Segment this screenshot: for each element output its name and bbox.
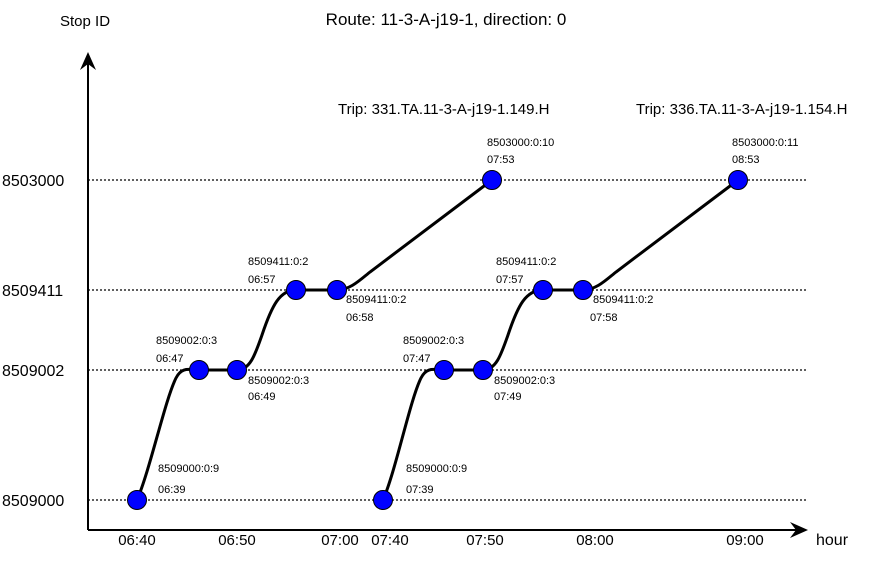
stop-event-node (127, 490, 147, 510)
event-id: 8509002:0:3 (494, 375, 555, 387)
stop-event-node (482, 170, 502, 190)
event-time: 06:58 (346, 312, 374, 324)
y-axis-arrow-icon (80, 52, 96, 70)
stop-event-node (227, 360, 247, 380)
stop-event-node (373, 490, 393, 510)
stop-label: 8509002 (2, 363, 64, 380)
time-tick-label: 07:00 (321, 532, 359, 549)
diagram-title: Route: 11-3-A-j19-1, direction: 0 (326, 10, 567, 29)
event-time: 06:49 (248, 391, 276, 403)
event-id: 8509002:0:3 (248, 375, 309, 387)
event-time: 06:57 (248, 274, 276, 286)
x-axis-label: hour (816, 532, 849, 549)
event-time: 07:58 (590, 312, 618, 324)
event-time: 06:47 (156, 353, 184, 365)
event-id: 8509000:0:9 (158, 463, 219, 475)
stop-event-node (533, 280, 553, 300)
event-id: 8509002:0:3 (403, 335, 464, 347)
time-tick-label: 06:40 (118, 532, 156, 549)
time-tick-label: 06:50 (218, 532, 256, 549)
trip-label: Trip: 336.TA.11-3-A-j19-1.154.H (636, 101, 847, 118)
stop-event-node (189, 360, 209, 380)
stop-event-node (286, 280, 306, 300)
stop-event-node (473, 360, 493, 380)
trip-2: Trip: 336.TA.11-3-A-j19-1.154.H 8509000:… (373, 101, 847, 510)
event-time: 07:49 (494, 391, 522, 403)
y-axis-label: Stop ID (60, 13, 110, 30)
stop-label: 8509411 (2, 283, 63, 300)
time-tick-label: 08:00 (576, 532, 614, 549)
stop-rows: 8503000 8509411 8509002 8509000 (2, 173, 806, 510)
event-time: 07:39 (406, 484, 434, 496)
axes: Stop ID hour (60, 13, 849, 549)
event-id: 8503000:0:10 (487, 137, 554, 149)
event-id: 8509000:0:9 (406, 463, 467, 475)
time-tick-label: 07:40 (371, 532, 409, 549)
event-time: 08:53 (732, 154, 760, 166)
time-tick-label: 09:00 (726, 532, 764, 549)
event-id: 8509002:0:3 (156, 335, 217, 347)
stop-event-node (327, 280, 347, 300)
event-id: 8503000:0:11 (732, 137, 798, 149)
trip-label: Trip: 331.TA.11-3-A-j19-1.149.H (338, 101, 549, 118)
x-axis-arrow-icon (790, 522, 808, 538)
time-tick-label: 07:50 (466, 532, 504, 549)
event-id: 8509411:0:2 (248, 256, 308, 268)
stop-label: 8503000 (2, 173, 64, 190)
event-id: 8509411:0:2 (496, 256, 556, 268)
stop-label: 8509000 (2, 493, 64, 510)
event-time: 07:57 (496, 274, 524, 286)
stop-event-node (434, 360, 454, 380)
stop-event-node (728, 170, 748, 190)
time-ticks: 06:40 06:50 07:00 07:40 07:50 08:00 09:0… (118, 532, 764, 549)
event-time: 07:53 (487, 154, 515, 166)
event-time: 07:47 (403, 353, 431, 365)
event-time: 06:39 (158, 484, 186, 496)
trip-1: Trip: 331.TA.11-3-A-j19-1.149.H 8509000:… (127, 101, 554, 510)
event-id: 8509411:0:2 (593, 294, 653, 306)
event-id: 8509411:0:2 (346, 294, 406, 306)
stop-event-node (573, 280, 593, 300)
